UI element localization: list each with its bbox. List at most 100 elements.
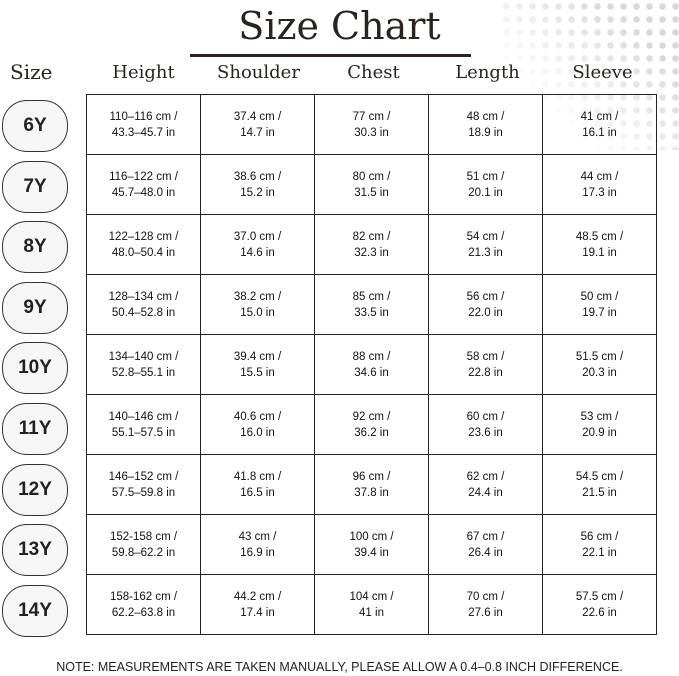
inch-value: 34.6 in [354, 366, 389, 379]
cm-value: 85 cm / [352, 290, 391, 303]
cell-sleeve: 57.5 cm / 22.6 in [542, 574, 657, 635]
inch-value: 22.6 in [582, 606, 617, 619]
cm-value: 51.5 cm / [575, 350, 624, 363]
cm-value: 38.6 cm / [233, 170, 282, 183]
cell-length: 67 cm / 26.4 in [428, 514, 543, 575]
cell-chest: 104 cm / 41 in [314, 574, 429, 635]
cell-sleeve: 41 cm / 16.1 in [542, 94, 657, 155]
inch-value: 20.3 in [582, 366, 617, 379]
title-underline [190, 54, 471, 57]
table-row: 134–140 cm / 52.8–55.1 in 39.4 cm / 15.5 in… [86, 334, 657, 395]
cell-chest: 100 cm / 39.4 in [314, 514, 429, 575]
inch-value: 32.3 in [354, 246, 389, 259]
cell-chest: 82 cm / 32.3 in [314, 214, 429, 275]
column-header-sleeve: Sleeve [572, 62, 633, 83]
inch-value: 15.2 in [240, 186, 275, 199]
cell-length: 48 cm / 18.9 in [428, 94, 543, 155]
cell-chest: 88 cm / 34.6 in [314, 334, 429, 395]
size-label: 13Y [2, 524, 68, 577]
inch-value: 52.8–55.1 in [111, 366, 176, 379]
cell-length: 54 cm / 21.3 in [428, 214, 543, 275]
inch-value: 16.5 in [240, 486, 275, 499]
cell-shoulder: 37.4 cm / 14.7 in [200, 94, 315, 155]
table-row: 158-162 cm / 62.2–63.8 in 44.2 cm / 17.4 in… [86, 574, 657, 635]
inch-value: 37.8 in [354, 486, 389, 499]
cm-value: 92 cm / [352, 410, 391, 423]
inch-value: 23.6 in [468, 426, 503, 439]
cell-shoulder: 37.0 cm / 14.6 in [200, 214, 315, 275]
size-label: 11Y [2, 403, 68, 455]
cm-value: 62 cm / [466, 470, 505, 483]
inch-value: 22.1 in [582, 546, 617, 559]
cell-height: 122–128 cm / 48.0–50.4 in [86, 214, 201, 275]
column-header-shoulder: Shoulder [217, 62, 300, 83]
cm-value: 51 cm / [466, 170, 505, 183]
cm-value: 67 cm / [466, 530, 505, 543]
cell-sleeve: 53 cm / 20.9 in [542, 394, 657, 455]
cell-chest: 85 cm / 33.5 in [314, 274, 429, 335]
cell-chest: 77 cm / 30.3 in [314, 94, 429, 155]
cell-length: 60 cm / 23.6 in [428, 394, 543, 455]
table-row: 140–146 cm / 55.1–57.5 in 40.6 cm / 16.0 in… [86, 394, 657, 455]
cm-value: 56 cm / [580, 530, 619, 543]
inch-value: 22.8 in [468, 366, 503, 379]
inch-value: 16.0 in [240, 426, 275, 439]
cell-sleeve: 44 cm / 17.3 in [542, 154, 657, 215]
cm-value: 104 cm / [349, 590, 394, 603]
cm-value: 146–152 cm / [108, 470, 179, 483]
cm-value: 80 cm / [352, 170, 391, 183]
cell-height: 110–116 cm / 43.3–45.7 in [86, 94, 201, 155]
cell-sleeve: 48.5 cm / 19.1 in [542, 214, 657, 275]
inch-value: 30.3 in [354, 126, 389, 139]
cm-value: 50 cm / [580, 290, 619, 303]
inch-value: 16.9 in [240, 546, 275, 559]
cm-value: 77 cm / [352, 110, 391, 123]
size-label: 7Y [2, 160, 68, 213]
inch-value: 19.1 in [582, 246, 617, 259]
cell-height: 146–152 cm / 57.5–59.8 in [86, 454, 201, 515]
size-label: 14Y [2, 584, 68, 637]
cm-value: 140–146 cm / [108, 410, 179, 423]
cm-value: 122–128 cm / [108, 230, 179, 243]
cm-value: 58 cm / [466, 350, 505, 363]
table-row: 152-158 cm / 59.8–62.2 in 43 cm / 16.9 in 10… [86, 514, 657, 575]
inch-value: 20.9 in [582, 426, 617, 439]
cell-shoulder: 40.6 cm / 16.0 in [200, 394, 315, 455]
cell-length: 56 cm / 22.0 in [428, 274, 543, 335]
cell-sleeve: 56 cm / 22.1 in [542, 514, 657, 575]
cm-value: 53 cm / [580, 410, 619, 423]
table-row: 110–116 cm / 43.3–45.7 in 37.4 cm / 14.7 in… [86, 94, 657, 155]
size-table: 110–116 cm / 43.3–45.7 in 37.4 cm / 14.7 in… [86, 94, 657, 635]
table-row: 122–128 cm / 48.0–50.4 in 37.0 cm / 14.6 in… [86, 214, 657, 275]
cell-shoulder: 43 cm / 16.9 in [200, 514, 315, 575]
cm-value: 152-158 cm / [109, 530, 178, 543]
cm-value: 110–116 cm / [109, 110, 178, 123]
cell-sleeve: 51.5 cm / 20.3 in [542, 334, 657, 395]
cm-value: 48 cm / [466, 110, 505, 123]
size-label: 9Y [2, 281, 68, 334]
cm-value: 57.5 cm / [575, 590, 624, 603]
cm-value: 82 cm / [352, 230, 391, 243]
cm-value: 38.2 cm / [233, 290, 282, 303]
cm-value: 43 cm / [238, 530, 277, 543]
table-row: 116–122 cm / 45.7–48.0 in 38.6 cm / 15.2 in… [86, 154, 657, 215]
cm-value: 44.2 cm / [233, 590, 282, 603]
cm-value: 88 cm / [352, 350, 391, 363]
inch-value: 50.4–52.8 in [111, 306, 176, 319]
column-header-height: Height [112, 62, 175, 83]
inch-value: 21.5 in [582, 486, 617, 499]
inch-value: 62.2–63.8 in [111, 606, 176, 619]
inch-value: 14.6 in [240, 246, 275, 259]
cm-value: 41.8 cm / [233, 470, 282, 483]
cell-sleeve: 50 cm / 19.7 in [542, 274, 657, 335]
cm-value: 48.5 cm / [575, 230, 624, 243]
cm-value: 54 cm / [466, 230, 505, 243]
column-header-length: Length [455, 62, 520, 83]
cell-height: 134–140 cm / 52.8–55.1 in [86, 334, 201, 395]
cm-value: 128–134 cm / [108, 290, 179, 303]
cell-shoulder: 41.8 cm / 16.5 in [200, 454, 315, 515]
cell-chest: 80 cm / 31.5 in [314, 154, 429, 215]
inch-value: 55.1–57.5 in [111, 426, 176, 439]
size-label: 6Y [2, 100, 68, 152]
cell-shoulder: 39.4 cm / 15.5 in [200, 334, 315, 395]
